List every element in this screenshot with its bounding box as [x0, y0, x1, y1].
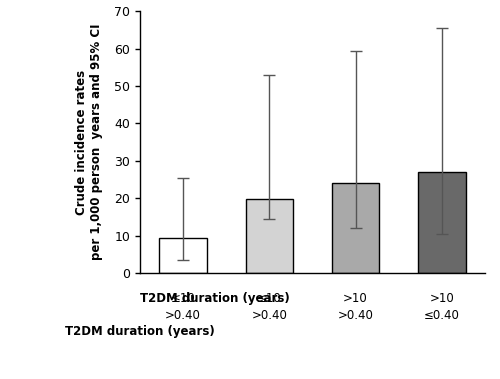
- Bar: [418, 172, 466, 273]
- Bar: [160, 238, 207, 273]
- Text: ≤10: ≤10: [257, 292, 282, 305]
- Text: T2DM duration (years): T2DM duration (years): [65, 325, 215, 338]
- Text: >10: >10: [430, 292, 454, 305]
- Text: ≤10: ≤10: [171, 292, 196, 305]
- Bar: [332, 183, 380, 273]
- Text: >0.40: >0.40: [252, 309, 288, 322]
- Bar: [246, 199, 293, 273]
- Text: >0.40: >0.40: [338, 309, 374, 322]
- Y-axis label: Crude incidence rates
per 1,000 person  years and 95% CI: Crude incidence rates per 1,000 person y…: [75, 24, 103, 260]
- Text: T2DM duration (years): T2DM duration (years): [140, 292, 290, 305]
- Text: >10: >10: [343, 292, 368, 305]
- Text: ≤0.40: ≤0.40: [424, 309, 460, 322]
- Text: >0.40: >0.40: [165, 309, 201, 322]
